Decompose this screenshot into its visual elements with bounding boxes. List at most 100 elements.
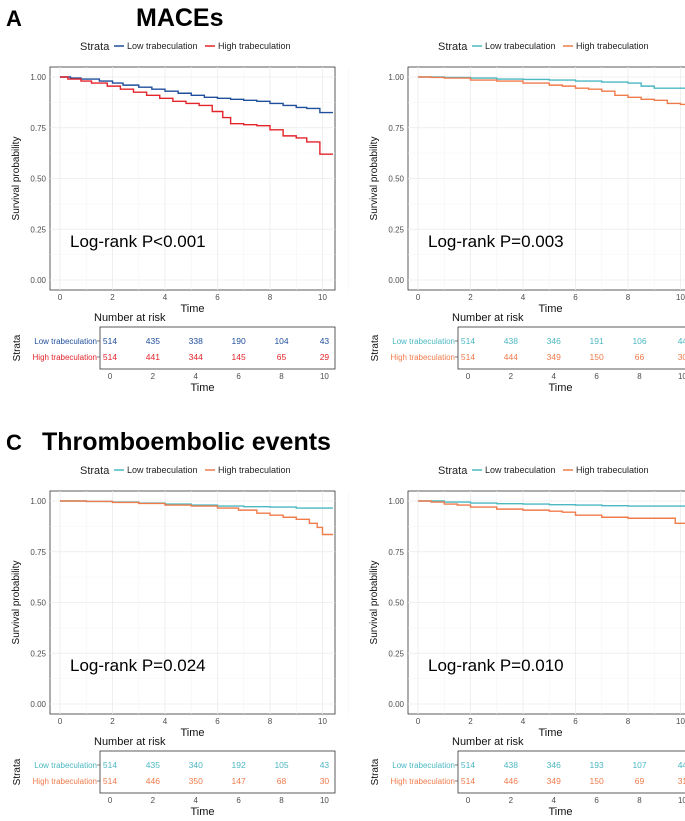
x-tick-label: 6 [573,717,578,726]
risk-x-tick-label: 10 [678,372,685,381]
y-tick-label: 1.00 [388,497,404,506]
panel-title: Thromboembolic events [42,428,331,456]
x-tick-label: 2 [468,293,473,302]
risk-row-label: High trabeculation [391,777,455,786]
x-tick-label: 2 [468,717,473,726]
y-tick-label: 0.00 [388,276,404,285]
x-tick-label: 0 [416,717,421,726]
panel-title: MACEs [136,4,224,32]
risk-x-tick-label: 4 [194,372,199,381]
risk-x-axis-title: Time [190,806,214,818]
risk-count: 441 [146,352,160,362]
y-tick-label: 1.00 [30,497,46,506]
risk-count: 147 [232,776,246,786]
risk-table-title: Number at risk [452,312,524,324]
risk-count: 514 [103,760,117,770]
risk-x-tick-label: 6 [236,372,241,381]
x-tick-label: 0 [58,717,63,726]
km-curve-high [60,500,333,536]
risk-x-tick-label: 0 [466,372,471,381]
y-tick-label: 0.75 [30,548,46,557]
x-tick-label: 4 [163,717,168,726]
risk-table-title: Number at risk [94,312,166,324]
panel-letter: C [6,430,22,455]
risk-row-label: Low trabeculation [34,761,97,770]
risk-count: 29 [320,352,330,362]
x-tick-label: 4 [163,293,168,302]
risk-count: 438 [504,336,518,346]
risk-strata-label: Strata [370,758,381,785]
risk-count: 43 [320,760,330,770]
logrank-annotation: Log-rank P<0.001 [70,232,206,251]
km-curve-high [60,76,333,155]
risk-count: 514 [103,776,117,786]
risk-x-tick-label: 10 [320,796,329,805]
y-tick-label: 0.00 [30,700,46,709]
risk-table-frame [99,750,336,794]
risk-x-axis-title: Time [190,382,214,394]
risk-count: 350 [189,776,203,786]
risk-count: 65 [277,352,287,362]
legend-title: Strata [438,465,468,477]
risk-x-tick-label: 10 [678,796,685,805]
x-tick-label: 10 [676,717,685,726]
y-tick-label: 0.25 [30,225,46,234]
km-curve-low [418,500,685,507]
risk-x-tick-label: 6 [594,796,599,805]
legend-label: Low trabeculation [127,465,198,475]
legend-label: Low trabeculation [485,465,556,475]
x-tick-label: 10 [676,293,685,302]
risk-table-title: Number at risk [94,736,166,748]
risk-count: 514 [461,352,475,362]
risk-x-tick-label: 2 [509,796,514,805]
x-tick-label: 8 [268,717,273,726]
risk-count: 43 [320,336,330,346]
risk-row-label: Low trabeculation [392,761,455,770]
risk-x-tick-label: 4 [552,372,557,381]
risk-x-tick-label: 4 [552,796,557,805]
risk-x-tick-label: 0 [108,372,113,381]
risk-x-tick-label: 8 [279,372,284,381]
x-tick-label: 8 [626,293,631,302]
legend-label: High trabeculation [218,465,291,475]
y-axis-title: Survival probability [11,137,22,221]
risk-strata-label: Strata [370,334,381,361]
panel-letter: A [6,6,22,31]
x-tick-label: 8 [626,717,631,726]
risk-row-label: Low trabeculation [392,337,455,346]
x-tick-label: 6 [573,293,578,302]
risk-x-tick-label: 8 [279,796,284,805]
x-tick-label: 10 [318,717,327,726]
x-axis-title: Time [538,727,562,739]
risk-count: 30 [678,352,685,362]
risk-count: 346 [547,760,561,770]
risk-count: 106 [632,336,646,346]
y-tick-label: 0.25 [30,649,46,658]
risk-row-label: Low trabeculation [34,337,97,346]
y-tick-label: 0.75 [388,548,404,557]
x-tick-label: 6 [215,293,220,302]
x-tick-label: 0 [416,293,421,302]
y-tick-label: 0.25 [388,225,404,234]
risk-x-tick-label: 10 [320,372,329,381]
risk-count: 349 [547,776,561,786]
risk-x-tick-label: 6 [594,372,599,381]
risk-x-axis-title: Time [548,382,572,394]
risk-count: 44 [678,760,685,770]
risk-x-tick-label: 2 [151,796,156,805]
y-tick-label: 1.00 [388,73,404,82]
y-tick-label: 0.75 [30,124,46,133]
risk-table-frame [457,326,685,370]
km-curve-high [418,500,685,525]
risk-x-axis-title: Time [548,806,572,818]
risk-count: 150 [590,352,604,362]
y-tick-label: 0.50 [388,599,404,608]
risk-row-label: High trabeculation [33,353,97,362]
x-tick-label: 4 [521,293,526,302]
x-tick-label: 6 [215,717,220,726]
risk-count: 69 [635,776,645,786]
risk-x-tick-label: 4 [194,796,199,805]
legend-title: Strata [80,41,110,53]
km-curve-low [60,76,333,114]
